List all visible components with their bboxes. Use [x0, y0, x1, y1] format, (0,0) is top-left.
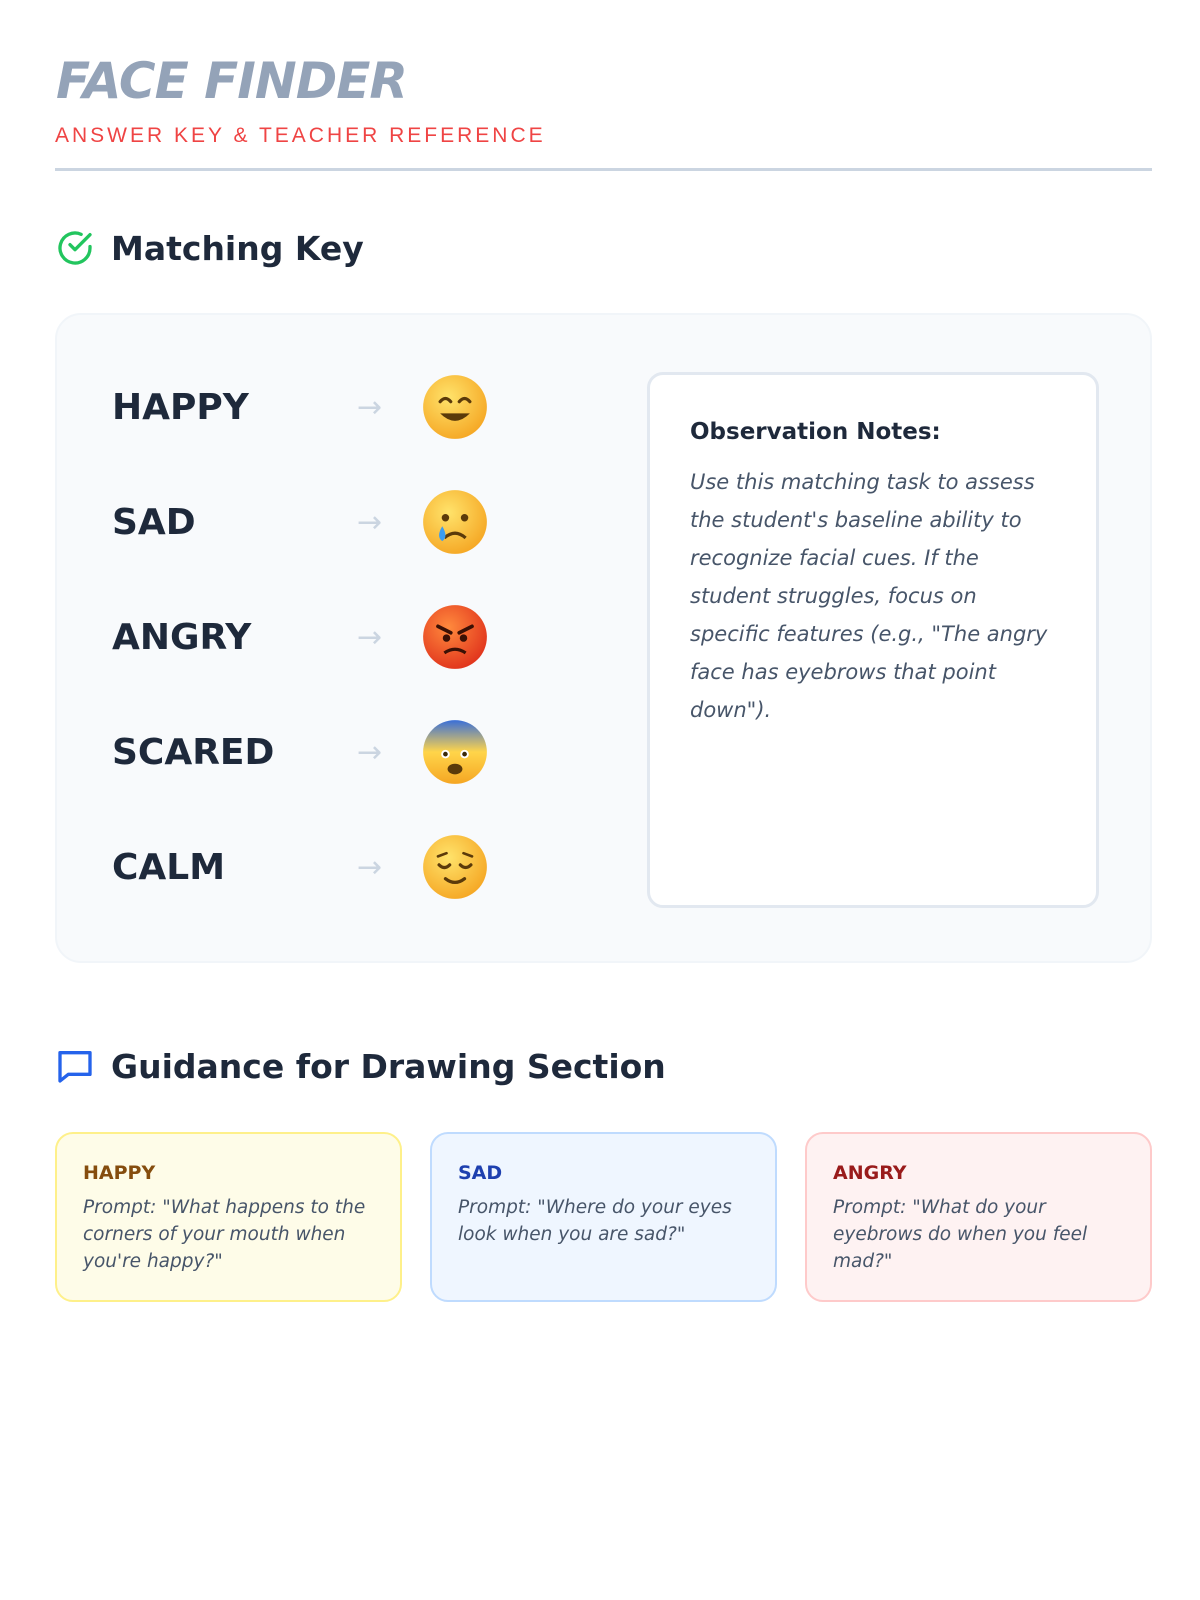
arrow-right-icon: → [357, 619, 383, 655]
emotion-label: ANGRY [112, 616, 252, 658]
crying-face-icon [423, 490, 487, 554]
notes-title: Observation Notes: [690, 419, 941, 445]
match-row-calm: CALM → [112, 827, 512, 907]
fearful-face-icon [423, 720, 487, 784]
arrow-right-icon: → [357, 849, 383, 885]
card-prompt: Prompt: "What do your eyebrows do when y… [833, 1197, 1088, 1272]
observation-notes-box: Observation Notes: Use this matching tas… [647, 372, 1099, 908]
speech-bubble-icon [58, 1051, 92, 1083]
emotion-label: SCARED [112, 731, 275, 773]
match-row-happy: HAPPY → [112, 367, 512, 447]
match-row-scared: SCARED → [112, 712, 512, 792]
emotion-label: HAPPY [112, 386, 249, 428]
matching-key-heading: Matching Key [55, 228, 364, 268]
guidance-card-happy: HAPPY Prompt: "What happens to the corne… [55, 1132, 402, 1302]
page-subtitle: ANSWER KEY & TEACHER REFERENCE [55, 124, 546, 147]
matching-key-title: Matching Key [111, 228, 364, 268]
notes-body: Use this matching task to assess the stu… [690, 470, 1048, 722]
arrow-right-icon: → [357, 389, 383, 425]
guidance-card-sad: SAD Prompt: "Where do your eyes look whe… [430, 1132, 777, 1302]
match-row-sad: SAD → [112, 482, 512, 562]
emotion-label: SAD [112, 501, 196, 543]
guidance-heading: Guidance for Drawing Section [55, 1046, 666, 1086]
card-prompt: Prompt: "Where do your eyes look when yo… [458, 1197, 732, 1245]
smiling-face-icon [423, 375, 487, 439]
header-divider [55, 168, 1152, 171]
arrow-right-icon: → [357, 734, 383, 770]
page-title: FACE FINDER [56, 52, 408, 110]
matching-key-panel: HAPPY → SAD → ANGRY → SCARED → CALM → Ob… [55, 313, 1152, 963]
guidance-title: Guidance for Drawing Section [111, 1046, 666, 1086]
angry-face-icon [423, 605, 487, 669]
match-row-angry: ANGRY → [112, 597, 512, 677]
card-title: HAPPY [83, 1162, 156, 1184]
card-title: ANGRY [833, 1162, 907, 1184]
relieved-face-icon [423, 835, 487, 899]
card-prompt: Prompt: "What happens to the corners of … [83, 1197, 366, 1272]
card-title: SAD [458, 1162, 503, 1184]
check-circle-icon [58, 231, 92, 265]
guidance-card-angry: ANGRY Prompt: "What do your eyebrows do … [805, 1132, 1152, 1302]
emotion-label: CALM [112, 846, 226, 888]
arrow-right-icon: → [357, 504, 383, 540]
